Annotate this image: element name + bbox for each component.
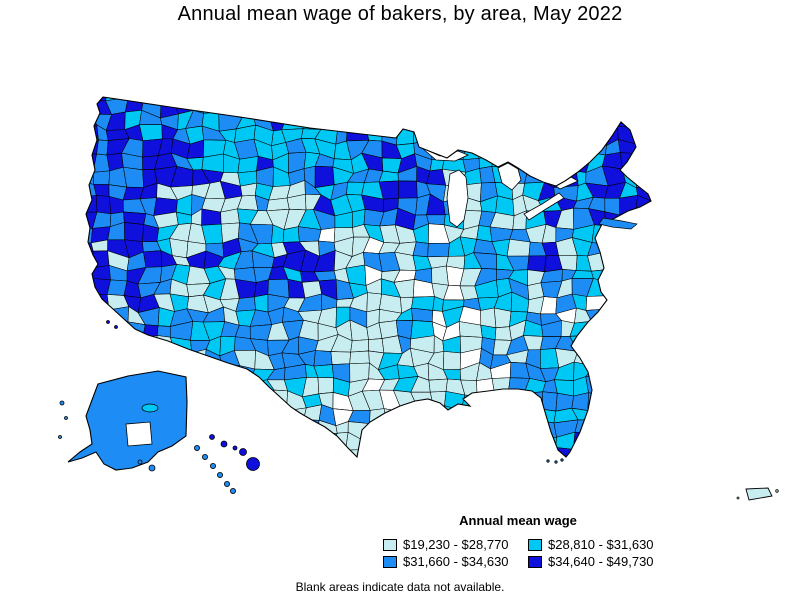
legend-title: Annual mean wage	[459, 513, 577, 528]
legend-label-class-3: $31,660 - $34,630	[403, 554, 509, 569]
legend-label-class-1: $19,230 - $28,770	[403, 537, 509, 552]
legend-item-class-1: $19,230 - $28,770	[383, 537, 528, 552]
legend-item-class-2: $28,810 - $31,630	[528, 537, 668, 552]
legend-label-class-2: $28,810 - $31,630	[548, 537, 654, 552]
page-title: Annual mean wage of bakers, by area, May…	[177, 3, 623, 25]
legend-swatch-class-3	[383, 555, 397, 568]
legend-grid: $19,230 - $28,770 $28,810 - $31,630 $31,…	[383, 537, 668, 569]
legend-swatch-class-1	[383, 538, 397, 551]
legend-swatch-class-4	[528, 555, 542, 568]
conus-outline	[85, 96, 652, 459]
legend-swatch-class-2	[528, 538, 542, 551]
legend-item-class-3: $31,660 - $34,630	[383, 554, 528, 569]
legend-label-class-4: $34,640 - $49,730	[548, 554, 654, 569]
legend-item-class-4: $34,640 - $49,730	[528, 554, 668, 569]
legend: Annual mean wage $19,230 - $28,770 $28,8…	[383, 513, 668, 569]
footnote: Blank areas indicate data not available.	[295, 580, 505, 594]
